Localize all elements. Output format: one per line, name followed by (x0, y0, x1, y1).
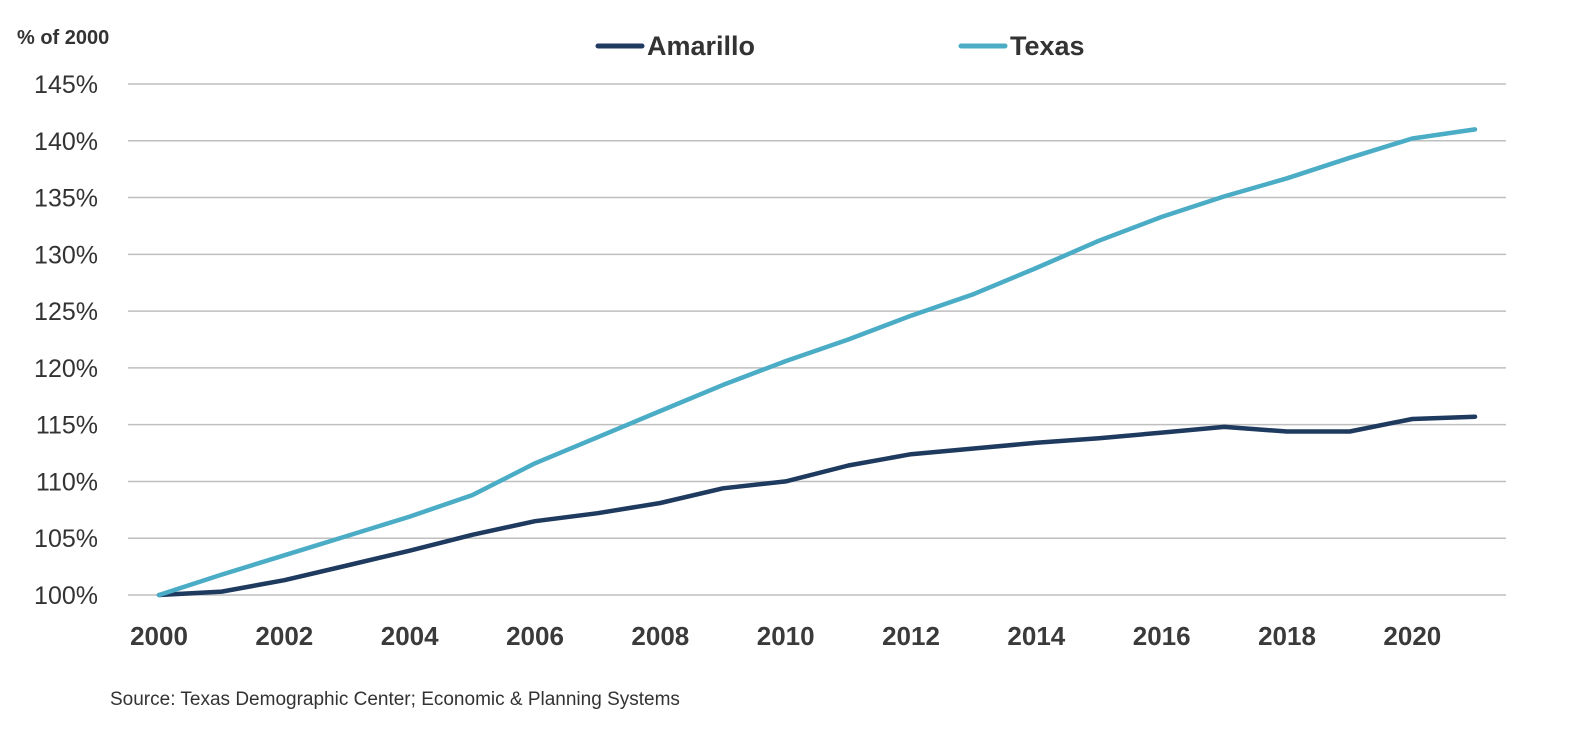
gridlines (128, 83, 1506, 596)
legend-label-texas: Texas (1010, 31, 1085, 61)
y-tick-label: 110% (36, 468, 98, 496)
y-tick-label: 105% (34, 525, 98, 553)
y-tick-label: 120% (34, 355, 98, 383)
x-axis-ticks: 2000 2002 2004 2006 2008 2010 2012 2014 2016 2018… (130, 621, 1441, 651)
legend-label-amarillo: Amarillo (647, 31, 755, 61)
x-tick-label: 2012 (882, 621, 940, 651)
x-tick-label: 2018 (1258, 621, 1316, 651)
x-tick-label: 2016 (1133, 621, 1191, 651)
x-tick-label: 2014 (1007, 621, 1065, 651)
y-tick-label: 130% (34, 241, 98, 269)
series-lines (156, 127, 1478, 598)
x-tick-label: 2004 (381, 621, 439, 651)
x-tick-label: 2000 (130, 621, 188, 651)
y-tick-label: 115% (36, 412, 98, 440)
y-tick-label: 125% (34, 298, 98, 326)
source-note: Source: Texas Demographic Center; Econom… (110, 689, 680, 710)
legend: Amarillo Texas (595, 31, 1085, 61)
y-tick-label: 100% (34, 582, 98, 610)
y-tick-label: 145% (34, 71, 98, 99)
y-axis-ticks: 100% 105% 110% 115% 120% 125% 130% 135% 140% 145% (34, 71, 98, 610)
y-tick-label: 140% (34, 128, 98, 156)
x-tick-label: 2008 (631, 621, 689, 651)
x-tick-label: 2020 (1383, 621, 1441, 651)
x-tick-label: 2010 (757, 621, 815, 651)
y-tick-label: 135% (34, 185, 98, 213)
series-line-texas (156, 127, 1478, 598)
x-tick-label: 2006 (506, 621, 564, 651)
x-tick-label: 2002 (255, 621, 313, 651)
y-axis-label: % of 2000 (17, 27, 109, 49)
series-line-amarillo (156, 414, 1478, 598)
